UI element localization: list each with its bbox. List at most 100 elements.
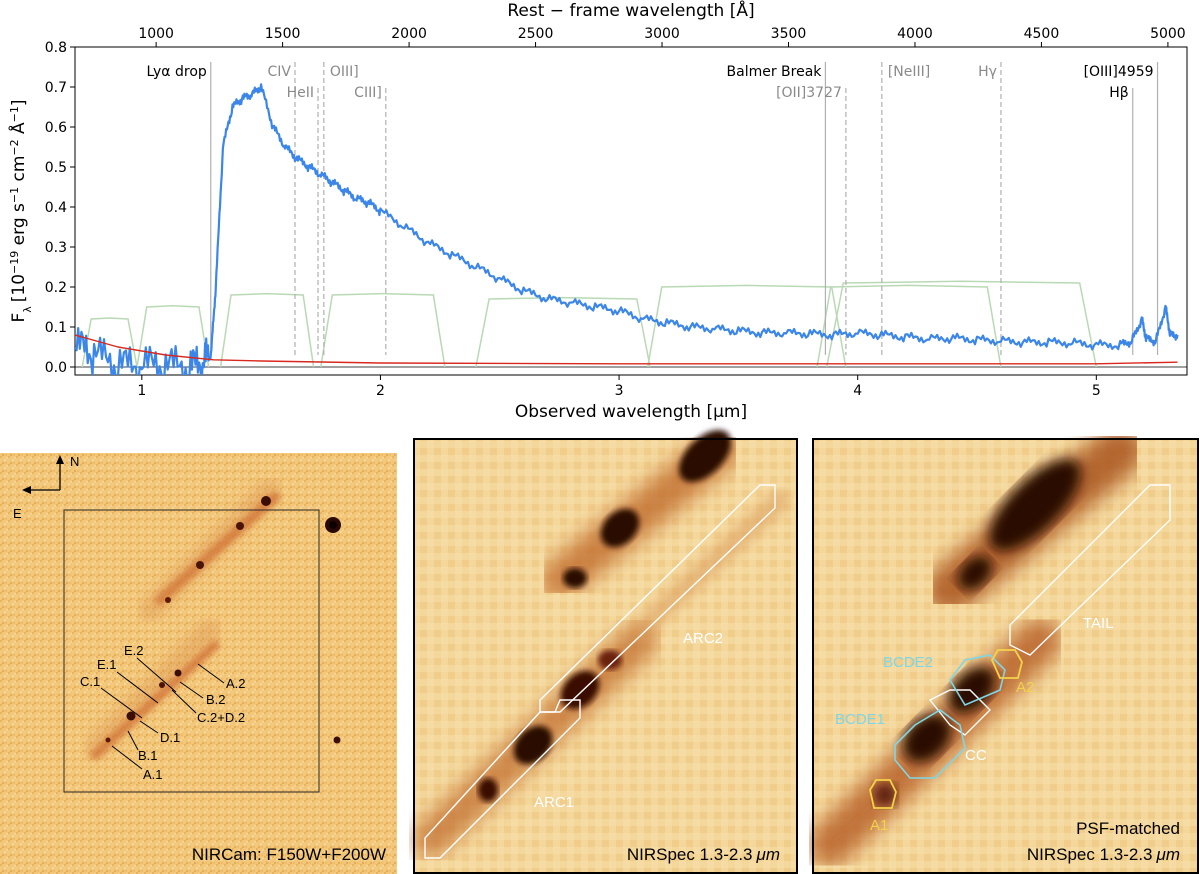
psf-caption-text: NIRSpec 1.3-2.3	[1027, 845, 1153, 864]
x-tick-label-3: 3	[615, 383, 624, 399]
psf-frame	[812, 438, 1199, 874]
nircam-label-c1: C.1	[80, 674, 100, 689]
x2-axis-label: Rest − frame wavelength [Å]	[507, 0, 754, 21]
y-label-sub: λ	[21, 306, 34, 313]
tail-region	[1009, 484, 1171, 656]
y-label-exp2: −1	[8, 187, 21, 203]
x-tick-label-4: 4	[853, 383, 862, 399]
arc2-region	[539, 484, 776, 713]
filter-curve-8	[825, 280, 1098, 368]
y-tick-label-1: 0.1	[45, 320, 67, 336]
x2-tick-label-3500: 3500	[771, 26, 807, 42]
spectral-lines	[210, 62, 1159, 355]
y-label-exp1: −19	[8, 251, 21, 274]
y-label-exp3: −2	[8, 139, 21, 155]
nircam-label-d1: D.1	[160, 730, 180, 745]
nircam-label-a2: A.2	[226, 676, 246, 691]
line-label-1: Lyα drop	[147, 64, 207, 80]
line-label-9: Hγ	[978, 64, 997, 80]
x-axis-label: Observed wavelength [μm]	[515, 402, 747, 422]
psf-caption-line2: NIRSpec 1.3-2.3 μm	[1027, 845, 1180, 864]
y-label-end: ]	[9, 99, 29, 106]
line-label-3: HeII	[287, 85, 314, 101]
line-labels: Lyα drop CIV HeII OIII] CIII] Balmer Break [OI…	[147, 64, 1154, 101]
psf-panel: TAIL BCDE2 A2 BCDE1 CC A1 PSF-matched NI…	[808, 425, 1199, 874]
compass-e: E	[13, 506, 22, 521]
x2-tick-label-3000: 3000	[644, 26, 680, 42]
plot-frame	[74, 46, 1188, 376]
y-label-mid2: cm	[9, 156, 29, 187]
line-label-11: Hβ	[1109, 85, 1128, 101]
line-label-8: [NeIII]	[888, 64, 930, 80]
nirspec-caption-unit: μm	[756, 845, 780, 864]
y-tick-label-7: 0.7	[45, 80, 67, 96]
y-label-units: [10	[9, 274, 29, 302]
y-axis-label: Fλ[10−19 erg s−1 cm−2 Å−1]	[7, 99, 34, 322]
x2-tick-label-1500: 1500	[265, 26, 301, 42]
x-tick-label-2: 2	[376, 383, 385, 399]
y-tick-label-2: 0.2	[45, 280, 67, 296]
filter-curve-3	[219, 292, 315, 368]
y-tick-label-6: 0.6	[45, 120, 67, 136]
compass: N E	[13, 454, 79, 521]
a1-label: A1	[870, 817, 888, 834]
y-tick-label-3: 0.3	[45, 240, 67, 256]
y-tick-label-4: 0.4	[45, 200, 67, 216]
filter-curves	[81, 280, 1098, 368]
nircam-panel: N E E.2 E.1 C.1 A.2 B.2 C.2+D.2 D.1 B.1 …	[0, 453, 397, 874]
filter-curve-5	[475, 296, 651, 368]
x2-tick-label-4500: 4500	[1024, 26, 1060, 42]
nirspec-panel: ARC2 ARC1 NIRSpec 1.3-2.3 μm	[412, 430, 798, 874]
y-tick-label-8: 0.8	[45, 40, 67, 56]
nircam-caption: NIRCam: F150W+F200W	[192, 845, 386, 864]
psf-arcs	[808, 425, 1145, 867]
x-ticks: 1 2 3 4 5	[137, 375, 1101, 399]
y-label-mid3: Å	[7, 122, 29, 139]
x2-tick-label-4000: 4000	[897, 26, 933, 42]
nirspec-frame	[413, 438, 798, 874]
x2-ticks: 1000 1500 2000 2500 3000 3500 4000 4500 5000	[138, 26, 1186, 47]
filter-curve-6	[646, 284, 847, 368]
arc1-label: ARC1	[534, 794, 574, 811]
cc-region	[928, 689, 991, 736]
y-label-exp4: −1	[8, 106, 21, 122]
y-ticks: 0.0 0.1 0.2 0.3 0.4 0.5 0.6 0.7 0.8	[45, 40, 75, 376]
nircam-label-a1: A.1	[143, 767, 163, 782]
series-spectrum	[75, 83, 1179, 375]
x2-tick-label-5000: 5000	[1150, 26, 1186, 42]
nirspec-arcs	[412, 430, 790, 858]
nircam-label-b1: B.1	[138, 748, 158, 763]
compass-n: N	[70, 454, 79, 469]
nircam-label-e2: E.2	[124, 643, 144, 658]
filter-curve-7	[816, 284, 1002, 368]
bcde2-region	[949, 654, 1006, 707]
line-label-6: Balmer Break	[727, 64, 823, 80]
y-label-mid1: erg s	[9, 203, 29, 251]
psf-caption-unit: μm	[1156, 845, 1180, 864]
a2-label: A2	[1016, 679, 1034, 696]
nircam-label-c2d2: C.2+D.2	[197, 710, 245, 725]
arc2-label: ARC2	[683, 630, 723, 647]
a1-region	[869, 779, 897, 809]
x2-tick-label-2000: 2000	[391, 26, 427, 42]
line-label-5: CIII]	[354, 85, 382, 101]
y-tick-label-5: 0.5	[45, 160, 67, 176]
nirspec-caption-text: NIRSpec 1.3-2.3	[627, 845, 753, 864]
spectrum-panel: 1 2 3 4 5 0.0 0.1 0.2 0.3 0.4 0.5 0.6 0.7 0.8 1000 15…	[7, 0, 1188, 422]
y-label-f: F	[9, 313, 29, 323]
series-error	[75, 334, 1178, 365]
x2-tick-label-1000: 1000	[138, 26, 174, 42]
bcde1-region	[894, 709, 966, 779]
nirspec-footprint	[63, 509, 320, 793]
cc-label: CC	[965, 747, 987, 764]
y-tick-label-0: 0.0	[45, 360, 67, 376]
line-label-10: [OIII]4959	[1084, 64, 1154, 80]
nircam-label-b2: B.2	[206, 692, 226, 707]
a2-region	[990, 649, 1023, 679]
line-label-4: OIII]	[330, 64, 359, 80]
nircam-label-e1: E.1	[97, 657, 117, 672]
tail-label: TAIL	[1083, 615, 1114, 632]
line-label-2: CIV	[268, 64, 292, 80]
filter-curve-4	[320, 292, 446, 368]
